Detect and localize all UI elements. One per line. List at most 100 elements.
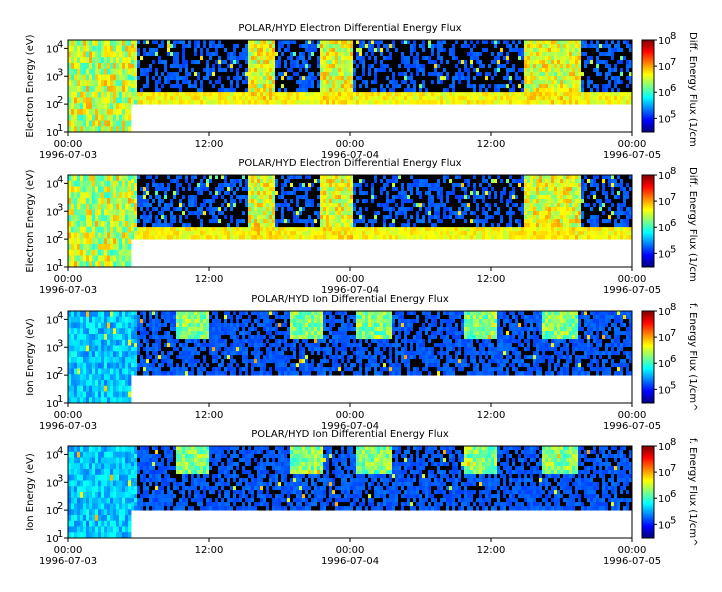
y-tick-exponent: 1 <box>57 123 63 134</box>
y-tick-label: 10 <box>46 235 59 246</box>
x-tick-date: 1996-07-05 <box>603 421 661 432</box>
colorbar-tick-exponent: 8 <box>670 437 676 448</box>
x-tick-time: 12:00 <box>195 410 224 421</box>
x-tick-time: 00:00 <box>54 139 83 150</box>
y-tick-exponent: 4 <box>57 445 63 456</box>
panel-4: POLAR/HYD Ion Differential Energy Flux10… <box>25 429 698 567</box>
colorbar-tick-label: 10 <box>658 333 671 344</box>
x-tick-date: 1996-07-03 <box>39 421 97 432</box>
y-tick-label: 10 <box>46 506 59 517</box>
y-tick-label: 10 <box>46 128 59 139</box>
panel-title: POLAR/HYD Ion Differential Energy Flux <box>251 429 449 440</box>
panel-title: POLAR/HYD Electron Differential Energy F… <box>238 158 461 169</box>
colorbar <box>641 445 655 539</box>
x-tick-date: 1996-07-04 <box>321 556 379 567</box>
colorbar-label: Diff. Energy Flux (1/cm <box>687 167 698 282</box>
x-tick-time: 00:00 <box>54 545 83 556</box>
x-tick-time: 12:00 <box>477 545 506 556</box>
colorbar-tick-exponent: 5 <box>670 244 676 255</box>
x-tick-time: 12:00 <box>195 139 224 150</box>
x-tick-time: 00:00 <box>618 274 647 285</box>
x-tick-date: 1996-07-04 <box>321 285 379 296</box>
colorbar-tick-label: 10 <box>658 62 671 73</box>
colorbar-tick-exponent: 7 <box>670 57 676 68</box>
y-tick-exponent: 4 <box>57 39 63 50</box>
x-tick-time: 00:00 <box>336 274 365 285</box>
x-tick-time: 12:00 <box>477 274 506 285</box>
spectrogram <box>68 40 633 133</box>
y-tick-label: 10 <box>46 534 59 545</box>
y-tick-label: 10 <box>46 44 59 55</box>
x-tick-time: 12:00 <box>195 545 224 556</box>
colorbar-tick-exponent: 6 <box>670 83 676 94</box>
colorbar-tick-label: 10 <box>658 520 671 531</box>
colorbar-tick-label: 10 <box>658 114 671 125</box>
colorbar-tick-exponent: 5 <box>670 380 676 391</box>
colorbar-tick-exponent: 5 <box>670 109 676 120</box>
y-tick-exponent: 3 <box>57 202 63 213</box>
panel-title: POLAR/HYD Electron Differential Energy F… <box>238 23 461 34</box>
x-tick-time: 00:00 <box>54 274 83 285</box>
colorbar-tick-exponent: 7 <box>670 328 676 339</box>
x-tick-time: 00:00 <box>336 410 365 421</box>
colorbar <box>641 174 655 268</box>
y-tick-exponent: 4 <box>57 174 63 185</box>
colorbar-tick-label: 10 <box>658 249 671 260</box>
y-tick-exponent: 4 <box>57 310 63 321</box>
y-tick-exponent: 2 <box>57 230 63 241</box>
panel-3: POLAR/HYD Ion Differential Energy Flux10… <box>25 294 698 432</box>
y-tick-label: 10 <box>46 478 59 489</box>
colorbar-tick-label: 10 <box>658 171 671 182</box>
colorbar-tick-label: 10 <box>658 359 671 370</box>
colorbar-label: f. Energy Flux (1/cm^ <box>687 303 698 412</box>
colorbar-tick-label: 10 <box>658 307 671 318</box>
spectrogram <box>68 446 633 539</box>
colorbar-tick-exponent: 6 <box>670 354 676 365</box>
x-tick-date: 1996-07-03 <box>39 556 97 567</box>
x-tick-time: 12:00 <box>195 274 224 285</box>
x-tick-time: 00:00 <box>618 139 647 150</box>
y-tick-label: 10 <box>46 72 59 83</box>
x-tick-time: 00:00 <box>336 545 365 556</box>
colorbar-tick-exponent: 7 <box>670 463 676 474</box>
y-tick-exponent: 2 <box>57 501 63 512</box>
colorbar-tick-exponent: 8 <box>670 302 676 313</box>
y-tick-exponent: 1 <box>57 529 63 540</box>
colorbar-label: f. Energy Flux (1/cm^ <box>687 438 698 547</box>
colorbar-tick-label: 10 <box>658 88 671 99</box>
colorbar-tick-label: 10 <box>658 385 671 396</box>
colorbar-tick-label: 10 <box>658 223 671 234</box>
panel-1: POLAR/HYD Electron Differential Energy F… <box>25 23 698 161</box>
colorbar <box>641 310 655 404</box>
x-tick-date: 1996-07-05 <box>603 150 661 161</box>
y-axis-label: Electron Energy (eV) <box>25 34 36 137</box>
colorbar-tick-exponent: 8 <box>670 166 676 177</box>
colorbar-tick-exponent: 7 <box>670 192 676 203</box>
y-tick-exponent: 1 <box>57 258 63 269</box>
y-axis-label: Ion Energy (eV) <box>25 318 36 396</box>
colorbar-tick-label: 10 <box>658 442 671 453</box>
colorbar-tick-label: 10 <box>658 494 671 505</box>
colorbar <box>641 39 655 133</box>
x-tick-date: 1996-07-04 <box>321 150 379 161</box>
x-tick-time: 00:00 <box>618 545 647 556</box>
y-tick-exponent: 2 <box>57 366 63 377</box>
x-tick-time: 12:00 <box>477 410 506 421</box>
y-tick-label: 10 <box>46 263 59 274</box>
colorbar-tick-label: 10 <box>658 197 671 208</box>
panel-2: POLAR/HYD Electron Differential Energy F… <box>25 158 698 296</box>
colorbar-tick-label: 10 <box>658 36 671 47</box>
x-tick-time: 12:00 <box>477 139 506 150</box>
y-tick-exponent: 3 <box>57 67 63 78</box>
colorbar-tick-exponent: 5 <box>670 515 676 526</box>
y-tick-label: 10 <box>46 207 59 218</box>
y-axis-label: Ion Energy (eV) <box>25 453 36 531</box>
x-tick-time: 00:00 <box>618 410 647 421</box>
colorbar-tick-exponent: 6 <box>670 218 676 229</box>
y-tick-label: 10 <box>46 399 59 410</box>
y-tick-label: 10 <box>46 450 59 461</box>
y-tick-label: 10 <box>46 315 59 326</box>
spectrogram <box>68 311 633 404</box>
x-tick-date: 1996-07-04 <box>321 421 379 432</box>
y-tick-exponent: 3 <box>57 473 63 484</box>
